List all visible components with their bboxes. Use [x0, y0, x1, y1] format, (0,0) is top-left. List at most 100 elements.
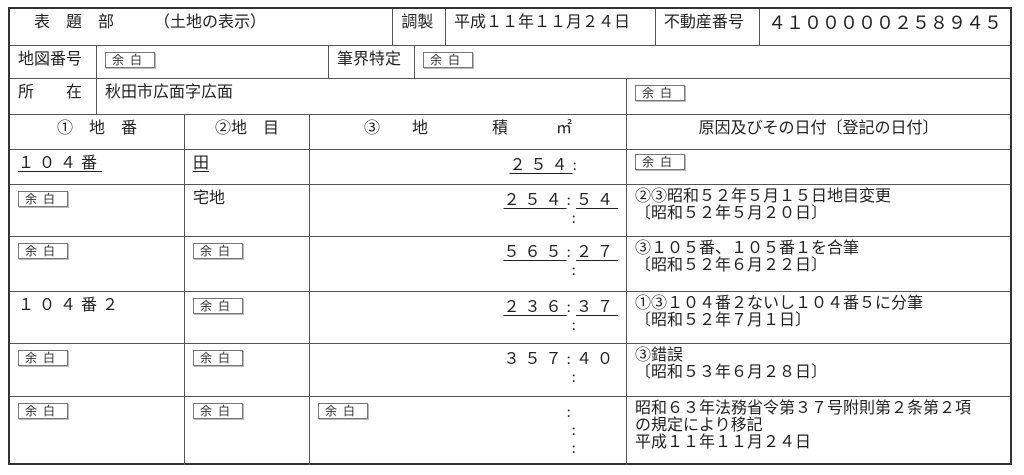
area-value: ５６５:２７: [504, 243, 618, 263]
header-row: 表 題 部 （土地の表示） 調製 平成１１年１１月２４日 不動産番号 ４１００００…: [10, 9, 1010, 46]
cause-line: の規定により移記: [635, 417, 763, 434]
cell-chiban: 余白: [10, 344, 185, 396]
table-row: １０４番 田 ２５４: 余白: [10, 150, 1010, 185]
cell-cause: ③１０５番、１０５番１を合筆 〔昭和５２年６月２２日〕: [627, 237, 1010, 291]
cell-chiban: 余白: [10, 397, 185, 465]
yohaku-stamp: 余白: [193, 403, 244, 419]
yohaku-stamp: 余白: [18, 191, 69, 207]
cell-chiseki: ５６５:２７:: [310, 237, 627, 291]
yohaku-stamp: 余白: [193, 350, 244, 366]
area-value: ２５４:: [510, 156, 618, 176]
section-subtitle: （土地の表示）: [154, 14, 267, 31]
cell-chimoku: 宅地: [185, 185, 310, 236]
yohaku-stamp: 余白: [635, 154, 686, 170]
area-colon: :: [566, 404, 576, 421]
cause-line: 〔昭和５２年５月２０日〕: [635, 205, 828, 222]
cell-cause: 余白: [627, 150, 1010, 184]
chimoku-value: 宅地: [193, 190, 226, 207]
map-label: 地図番号: [10, 46, 97, 78]
cell-chiseki: ３５７:４０:: [310, 344, 627, 396]
chiban-value: １０４番: [18, 155, 103, 172]
fudosan-label: 不動産番号: [656, 9, 760, 45]
location-value: 秋田市広面字広面: [97, 79, 627, 114]
cell-chimoku: 余白: [185, 344, 310, 396]
cause-line: 〔昭和５３年６月２８日〕: [635, 364, 828, 381]
cause-line: 〔昭和５２年６月２２日〕: [635, 257, 828, 274]
hikkai-label: 筆界特定: [329, 46, 415, 78]
area-colon: :: [571, 317, 576, 334]
area-colon: :: [571, 422, 576, 439]
cell-cause: ①③１０４番２ないし１０４番５に分筆 〔昭和５２年７月１日〕: [627, 292, 1010, 343]
cell-chiban: 余白: [10, 185, 185, 236]
cell-chiseki: ２５４:５４:: [310, 185, 627, 236]
area-decimal: ４０: [575, 351, 618, 368]
cause-line: 昭和６３年法務省令第３７号附則第２条第２項: [635, 400, 972, 417]
yohaku-stamp: 余白: [318, 403, 369, 419]
area-decimal: ５４: [575, 192, 618, 209]
yohaku-stamp: 余白: [18, 403, 69, 419]
area-colon: :: [571, 440, 576, 457]
map-value: 余白: [105, 52, 156, 68]
section-title: 表 題 部: [34, 14, 115, 31]
area-value: ２３６:３７: [504, 298, 618, 318]
cell-chiban: １０４番: [10, 150, 185, 184]
area-integer: ２５４: [503, 192, 567, 209]
area-colon: :: [572, 157, 582, 174]
cell-chimoku: 余白: [185, 237, 310, 291]
col-chiban: ① 地 番: [10, 115, 185, 149]
cause-line: 平成１１年１１月２４日: [635, 434, 812, 451]
area-integer: ２３６: [503, 299, 567, 316]
area-decimal: ２７: [575, 244, 618, 261]
table-row: 余白 余白 余白::: 昭和６３年法務省令第３７号附則第２条第２項 の規定により移記 平成…: [10, 397, 1010, 465]
cell-chiseki: 余白:::: [310, 397, 627, 465]
area-integer: ３５７: [503, 351, 567, 368]
column-header-row: ① 地 番 ②地 目 ③ 地 積 ㎡ 原因及びその日付〔登記の日付〕: [10, 115, 1010, 150]
cause-line: ③錯誤: [635, 347, 684, 364]
area-colon: :: [566, 244, 576, 261]
cause-line: ②③昭和５２年５月１５日地目変更: [635, 188, 892, 205]
cell-chiban: １０４番２: [10, 292, 185, 343]
cell-chiban: 余白: [10, 237, 185, 291]
area-colon: :: [571, 262, 576, 279]
land-registry-table: 表 題 部 （土地の表示） 調製 平成１１年１１月２４日 不動産番号 ４１００００…: [8, 7, 1012, 465]
fudosan-number: ４１０００００２５８９４５: [767, 13, 1002, 33]
yohaku-stamp: 余白: [18, 243, 69, 259]
area-colon: :: [566, 192, 576, 209]
area-value: ３５７:４０: [504, 350, 618, 370]
table-row: 余白 宅地 ２５４:５４: ②③昭和５２年５月１５日地目変更 〔昭和５２年５月２０日〕: [10, 185, 1010, 237]
title-cell: 表 題 部 （土地の表示）: [10, 9, 394, 45]
chosei-label: 調製: [393, 9, 446, 45]
yohaku-stamp: 余白: [18, 350, 69, 366]
area-colon: :: [566, 299, 576, 316]
cell-chimoku: 余白: [185, 397, 310, 465]
hikkai-value: 余白: [423, 52, 474, 68]
table-row: 余白 余白 ５６５:２７: ③１０５番、１０５番１を合筆 〔昭和５２年６月２２日〕: [10, 237, 1010, 292]
yohaku-stamp: 余白: [193, 298, 244, 314]
table-row: １０４番２ 余白 ２３６:３７: ①③１０４番２ないし１０４番５に分筆 〔昭和５２年７月…: [10, 292, 1010, 344]
cell-chiseki: ２３６:３７:: [310, 292, 627, 343]
chiban-value: １０４番２: [18, 297, 124, 314]
chosei-date: 平成１１年１１月２４日: [446, 9, 656, 45]
location-note: 余白: [635, 85, 686, 101]
cell-chimoku: 余白: [185, 292, 310, 343]
cause-line: ③１０５番、１０５番１を合筆: [635, 240, 860, 257]
cell-chimoku: 田: [185, 150, 310, 184]
cell-cause: ③錯誤 〔昭和５３年６月２８日〕: [627, 344, 1010, 396]
area-integer: ５６５: [503, 244, 567, 261]
col-chiseki: ③ 地 積 ㎡: [310, 115, 627, 149]
location-row: 所 在 秋田市広面字広面 余白: [10, 79, 1010, 115]
chimoku-value: 田: [193, 155, 210, 172]
area-integer: ２５４: [509, 157, 573, 174]
col-cause: 原因及びその日付〔登記の日付〕: [698, 120, 939, 137]
col-chimoku: ②地 目: [185, 115, 310, 149]
cell-cause: ②③昭和５２年５月１５日地目変更 〔昭和５２年５月２０日〕: [627, 185, 1010, 236]
map-row: 地図番号 余白 筆界特定 余白: [10, 46, 1010, 79]
table-row: 余白 余白 ３５７:４０: ③錯誤 〔昭和５３年６月２８日〕: [10, 344, 1010, 397]
area-decimal: ３７: [575, 299, 618, 316]
cell-chiseki: ２５４:: [310, 150, 627, 184]
yohaku-stamp: 余白: [193, 243, 244, 259]
cell-cause: 昭和６３年法務省令第３７号附則第２条第２項 の規定により移記 平成１１年１１月２４日: [627, 397, 1010, 465]
cause-line: ①③１０４番２ないし１０４番５に分筆: [635, 295, 924, 312]
area-colon: :: [566, 351, 576, 368]
area-colon: :: [571, 369, 576, 386]
